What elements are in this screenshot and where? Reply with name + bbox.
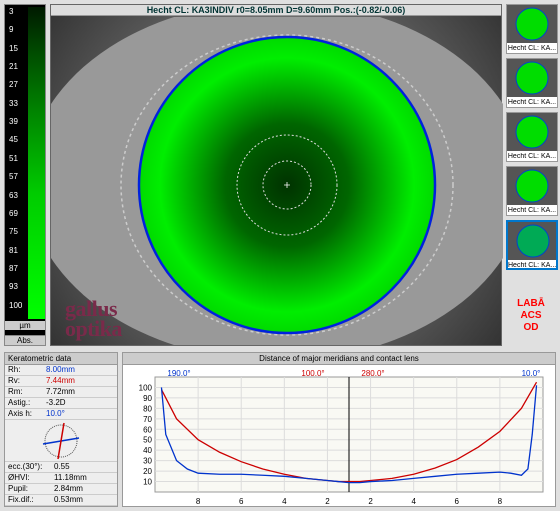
heat-gradient: [28, 7, 45, 319]
kdata-row: Fix.dif.:0.53mm: [5, 495, 117, 506]
scale-tick: 100: [9, 301, 22, 310]
topography-view[interactable]: Hecht CL: KA3INDIV r0=8.05mm D=9.60mm Po…: [50, 4, 502, 346]
scale-tick: 51: [9, 154, 18, 163]
svg-text:30: 30: [143, 457, 152, 466]
kdata-row: ØHVI:11.18mm: [5, 473, 117, 484]
svg-text:4: 4: [282, 497, 287, 506]
scale-tick: 63: [9, 191, 18, 200]
axis-diagram: [5, 420, 117, 462]
svg-text:190.0°: 190.0°: [167, 369, 190, 378]
scale-tick: 87: [9, 264, 18, 273]
scale-tick: 15: [9, 44, 18, 53]
scale-tick: 33: [9, 99, 18, 108]
distance-chart: Distance of major meridians and contact …: [122, 352, 556, 507]
keratometric-panel: Keratometric data Rh:8.00mmRv:7.44mmRm:7…: [4, 352, 118, 507]
svg-text:50: 50: [143, 436, 152, 445]
kdata-row: Astig.:-3.2D: [5, 398, 117, 409]
scale-mode[interactable]: Abs.: [5, 335, 45, 345]
eye-label: LABĀ ACS OD: [506, 298, 556, 334]
scale-tick: 27: [9, 80, 18, 89]
svg-text:20: 20: [143, 467, 152, 476]
svg-text:10: 10: [143, 478, 152, 487]
kdata-row: Axis h:10.0°: [5, 409, 117, 420]
svg-text:6: 6: [455, 497, 460, 506]
kdata-row: Pupil:2.84mm: [5, 484, 117, 495]
svg-text:6: 6: [239, 497, 244, 506]
kdata-row: Rh:8.00mm: [5, 365, 117, 376]
scale-tick: 57: [9, 172, 18, 181]
thumbnail[interactable]: Hecht CL: KA...: [506, 4, 558, 54]
chart-title: Distance of major meridians and contact …: [123, 353, 555, 365]
kdata-row: Rv:7.44mm: [5, 376, 117, 387]
thumbnail[interactable]: Hecht CL: KA...: [506, 220, 558, 270]
svg-text:4: 4: [411, 497, 416, 506]
thumb-caption: Hecht CL: KA...: [507, 153, 557, 160]
thumbnail[interactable]: Hecht CL: KA...: [506, 166, 558, 216]
scale-tick: 3: [9, 7, 13, 16]
thumb-caption: Hecht CL: KA...: [508, 262, 556, 269]
svg-text:8: 8: [498, 497, 503, 506]
svg-text:2: 2: [368, 497, 373, 506]
svg-text:100: 100: [139, 383, 153, 392]
kdata-row: Rm:7.72mm: [5, 387, 117, 398]
scale-tick: 69: [9, 209, 18, 218]
svg-text:90: 90: [143, 394, 152, 403]
svg-text:40: 40: [143, 446, 152, 455]
scale-tick: 21: [9, 62, 18, 71]
scale-tick: 81: [9, 246, 18, 255]
svg-text:280.0°: 280.0°: [361, 369, 384, 378]
view-title: Hecht CL: KA3INDIV r0=8.05mm D=9.60mm Po…: [51, 5, 501, 16]
scale-tick: 75: [9, 227, 18, 236]
eye-label-l1: LABĀ ACS: [506, 298, 556, 322]
thumbnail[interactable]: Hecht CL: KA...: [506, 58, 558, 108]
scale-tick: 93: [9, 282, 18, 291]
svg-text:60: 60: [143, 425, 152, 434]
kdata-title: Keratometric data: [5, 353, 117, 365]
thumb-caption: Hecht CL: KA...: [507, 207, 557, 214]
kdata-row: ecc.(30°):0.55: [5, 462, 117, 473]
heat-scale: 391521273339455157636975818793100 µm Abs…: [4, 4, 46, 346]
scale-tick: 45: [9, 135, 18, 144]
svg-text:2: 2: [325, 497, 330, 506]
svg-text:10.0°: 10.0°: [522, 369, 541, 378]
svg-text:80: 80: [143, 404, 152, 413]
eye-label-l2: OD: [506, 322, 556, 334]
thumb-caption: Hecht CL: KA...: [507, 99, 557, 106]
scale-tick: 9: [9, 25, 13, 34]
brand-logo: gallus optika: [65, 299, 122, 339]
thumb-caption: Hecht CL: KA...: [507, 45, 557, 52]
scale-unit: µm: [5, 321, 45, 330]
scale-tick: 39: [9, 117, 18, 126]
svg-text:100.0°: 100.0°: [301, 369, 324, 378]
svg-text:8: 8: [196, 497, 201, 506]
logo-line2: optika: [65, 319, 122, 339]
svg-text:70: 70: [143, 415, 152, 424]
thumbnail[interactable]: Hecht CL: KA...: [506, 112, 558, 162]
thumbnail-strip: Hecht CL: KA... Hecht CL: KA... Hecht CL: …: [506, 4, 558, 274]
